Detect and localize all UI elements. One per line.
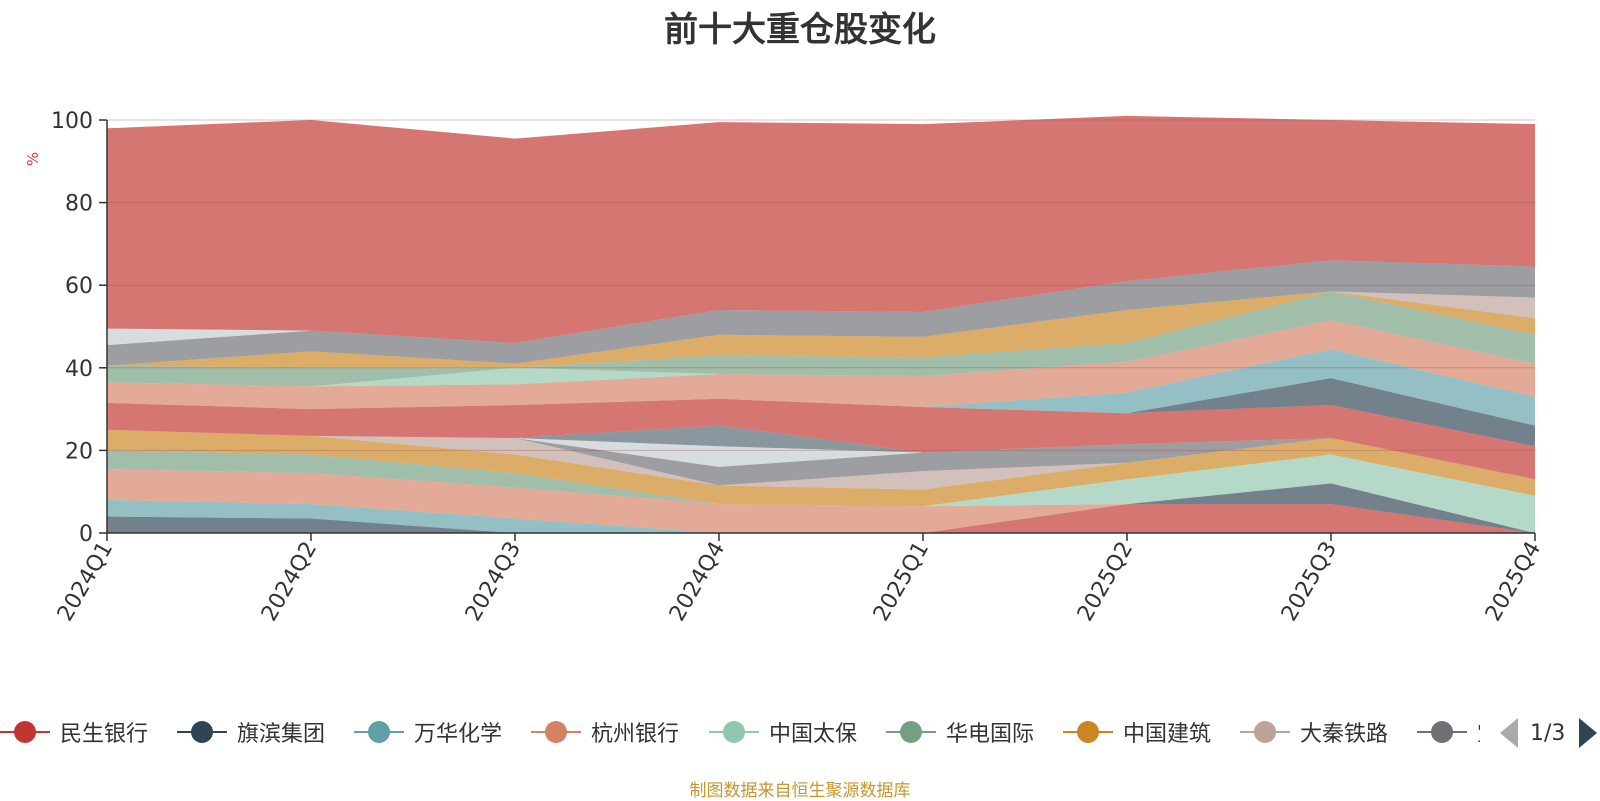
legend-item-label: 万华化学 <box>414 722 503 747</box>
area-series-14[interactable] <box>107 349 1535 426</box>
legend-item-3[interactable]: 万华化学 <box>354 712 502 752</box>
area-series-12[interactable] <box>107 398 1535 480</box>
y-tick-label: 80 <box>65 192 93 217</box>
y-tick-label: 100 <box>51 109 93 134</box>
legend-marker-icon <box>354 720 404 744</box>
legend-item-8[interactable]: 大秦铁路 <box>1240 712 1388 752</box>
legend-item-9[interactable]: 宝钢股份 <box>1417 712 1480 752</box>
area-series-9[interactable] <box>107 429 1535 486</box>
legend-marker-icon <box>1240 720 1290 744</box>
legend-pager: 1/3 <box>1500 716 1598 750</box>
x-tick-label: 2024Q3 <box>461 538 526 626</box>
area-series-2[interactable] <box>107 483 1535 533</box>
legend-item-2[interactable]: 旗滨集团 <box>177 712 325 752</box>
area-series-6[interactable] <box>107 450 1535 507</box>
legend-item-6[interactable]: 华电国际 <box>886 712 1034 752</box>
area-series <box>107 115 1535 534</box>
area-series-19[interactable] <box>107 291 1535 366</box>
area-series-5[interactable] <box>107 454 1535 534</box>
area-series-18[interactable] <box>107 291 1535 368</box>
legend-item-label: 宝钢股份 <box>1477 716 1480 748</box>
area-series-15[interactable] <box>107 320 1535 410</box>
legend-next-page-icon[interactable] <box>1579 718 1598 748</box>
legend-item-1[interactable]: 民生银行 <box>0 712 148 752</box>
x-tick-label: 2025Q3 <box>1277 538 1342 626</box>
legend-marker-icon <box>0 720 50 744</box>
legend: 民生银行 旗滨集团 万华化学 杭州银行 中国太保 华电国际 中国建筑 大秦铁路 宝钢股份 <box>0 712 1480 752</box>
area-series-17[interactable] <box>107 291 1535 387</box>
y-tick-label: 40 <box>65 357 93 382</box>
area-series-10[interactable] <box>107 429 1535 480</box>
legend-item-label: 中国建筑 <box>1123 722 1212 747</box>
y-tick-label: 0 <box>79 522 93 547</box>
legend-item-label: 大秦铁路 <box>1300 722 1389 747</box>
legend-marker-icon <box>177 720 227 744</box>
y-tick-label: 60 <box>65 274 93 299</box>
area-series-3[interactable] <box>107 483 1535 533</box>
legend-marker-icon <box>531 720 581 744</box>
legend-marker-icon <box>886 720 936 744</box>
chart-title: 前十大重仓股变化 <box>664 10 936 50</box>
legend-item-5[interactable]: 中国太保 <box>709 712 857 752</box>
x-tick-label: 2025Q4 <box>1481 538 1546 626</box>
legend-item-4[interactable]: 杭州银行 <box>531 712 679 752</box>
area-series-8[interactable] <box>107 429 1535 490</box>
legend-marker-icon <box>1417 720 1467 744</box>
x-tick-label: 2025Q1 <box>869 538 934 626</box>
area-series-1[interactable] <box>107 504 1535 533</box>
y-tick-label: 20 <box>65 439 93 464</box>
x-tick-label: 2024Q2 <box>257 538 322 626</box>
data-source-note: 制图数据来自恒生聚源数据库 <box>689 781 911 801</box>
legend-page-indicator: 1/3 <box>1530 720 1566 746</box>
legend-item-label: 旗滨集团 <box>237 722 326 747</box>
area-series-22[interactable] <box>107 115 1535 344</box>
legend-marker-icon <box>1063 720 1113 744</box>
x-tick-label: 2024Q4 <box>665 538 730 626</box>
area-series-20[interactable] <box>107 260 1535 366</box>
legend-item-label: 杭州银行 <box>591 722 680 747</box>
area-series-4[interactable] <box>107 469 1535 533</box>
legend-prev-page-icon[interactable] <box>1500 718 1518 748</box>
legend-marker-icon <box>709 720 759 744</box>
legend-item-label: 中国太保 <box>769 722 858 747</box>
x-tick-label: 2025Q2 <box>1073 538 1138 626</box>
area-series-7[interactable] <box>107 429 1535 507</box>
legend-item-label: 华电国际 <box>946 722 1035 747</box>
x-tick-label: 2024Q1 <box>53 538 118 626</box>
stacked-area-chart: 0 20 40 60 80 100 2024Q1 2024Q2 2024Q3 2024Q4 2025… <box>51 109 1546 626</box>
legend-item-7[interactable]: 中国建筑 <box>1063 712 1211 752</box>
legend-item-label: 民生银行 <box>60 722 149 747</box>
